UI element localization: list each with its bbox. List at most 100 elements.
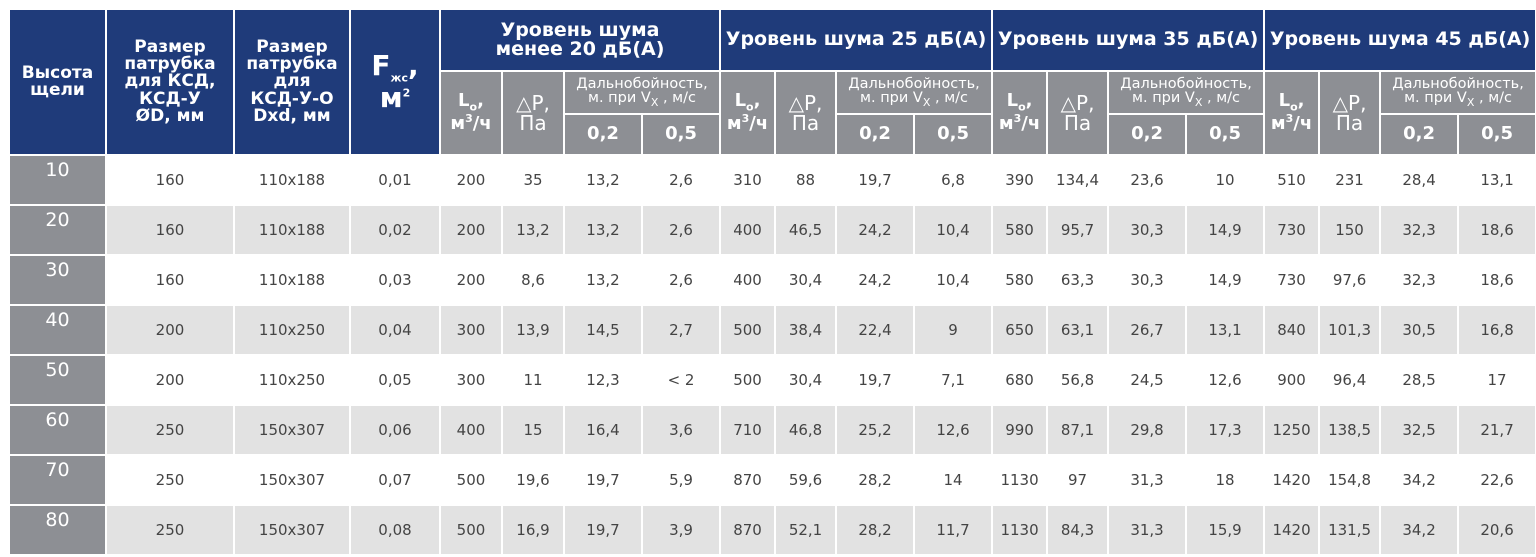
table-cell: 30,3 <box>1107 254 1188 306</box>
group-title: менее 20 дБ(А) <box>495 38 665 60</box>
flow-unit: м <box>450 113 466 135</box>
table-cell: 200 <box>439 204 503 256</box>
col-height-header: Высота щели <box>8 8 107 156</box>
header-text: патрубка <box>246 54 338 74</box>
speed-header: 0,2 <box>1379 113 1460 156</box>
table-cell: 19,7 <box>563 504 643 556</box>
table-cell: 1250 <box>1263 404 1321 456</box>
table-cell: 14,9 <box>1185 254 1266 306</box>
table-cell: 400 <box>719 204 777 256</box>
table-cell: 13,1 <box>1457 154 1536 206</box>
pressure-label: △P, <box>1332 90 1367 115</box>
throw-range-header: Дальнобойность, м. при VX , м/с <box>835 70 994 115</box>
table-cell: 16,9 <box>501 504 565 556</box>
table-cell: 11,7 <box>913 504 994 556</box>
table-cell: 200 <box>439 154 503 206</box>
pressure-header: △P, Па <box>1318 70 1382 156</box>
table-cell: 59,6 <box>774 454 838 506</box>
table-cell: 10,4 <box>913 254 994 306</box>
range-unit: , м/с <box>930 90 968 107</box>
table-cell: 131,5 <box>1318 504 1382 556</box>
col-area-header: Fжс, м2 <box>349 8 441 156</box>
table-cell: 6,8 <box>913 154 994 206</box>
header-text: Высота <box>21 62 94 83</box>
table-cell: 88 <box>774 154 838 206</box>
table-cell: 1420 <box>1263 454 1321 506</box>
header-text: КСД-У <box>139 88 201 109</box>
table-cell: 17 <box>1457 354 1536 406</box>
row-height-value: 10 <box>8 154 107 206</box>
pressure-label: △P, <box>788 90 823 115</box>
table-cell: 200 <box>105 304 235 356</box>
table-cell: 2,7 <box>640 304 722 356</box>
table-row: 20 160 110x188 0,02 200 13,2 13,2 2,6 400 46,5 24,… <box>8 204 1536 256</box>
table-row: 10 160 110x188 0,01 200 35 13,2 2,6 310 88 19,7 6,8… <box>8 154 1536 206</box>
table-cell: 110x188 <box>233 254 351 306</box>
table-cell: 110x188 <box>233 204 351 256</box>
row-height-value: 60 <box>8 404 107 456</box>
flow-subscript: о <box>1290 101 1298 114</box>
pressure-header: △P, Па <box>1046 70 1110 156</box>
table-cell: 16,8 <box>1457 304 1536 356</box>
throw-range-header: Дальнобойность, м. при VX , м/с <box>1379 70 1536 115</box>
table-cell: 200 <box>439 254 503 306</box>
throw-range-header: Дальнобойность, м. при VX , м/с <box>1107 70 1266 115</box>
row-height-value: 30 <box>8 254 107 306</box>
table-cell: 150 <box>1318 204 1382 256</box>
header-text: для <box>273 71 311 92</box>
range-velocity-subscript: X <box>1466 96 1475 110</box>
speed-header: 0,5 <box>913 113 994 156</box>
flow-symbol: L <box>1278 90 1291 112</box>
table-cell: 580 <box>991 204 1049 256</box>
subheader-row: Lо, м3/ч △P, Па Дальнобойность, м. при VX , м… <box>9 70 1536 156</box>
table-cell: 870 <box>719 454 777 506</box>
table-cell: 22,4 <box>835 304 916 356</box>
table-cell: 35 <box>501 154 565 206</box>
table-cell: 10 <box>1185 154 1266 206</box>
speed-header: 0,2 <box>835 113 916 156</box>
table-cell: 1130 <box>991 454 1049 506</box>
table-cell: 12,6 <box>913 404 994 456</box>
table-cell: 510 <box>1263 154 1321 206</box>
table-cell: 160 <box>105 204 235 256</box>
table-cell: < 2 <box>640 354 722 406</box>
table-cell: 30,3 <box>1107 204 1188 256</box>
row-height-value: 50 <box>8 354 107 406</box>
row-height-value: 70 <box>8 454 107 506</box>
area-unit: м <box>379 80 403 114</box>
table-cell: 730 <box>1263 254 1321 306</box>
header-text: патрубка <box>124 54 216 74</box>
flow-separator: , <box>753 90 761 112</box>
area-separator: , <box>407 48 419 82</box>
pressure-unit: Па <box>791 111 820 135</box>
range-unit: , м/с <box>1474 90 1513 107</box>
table-cell: 28,2 <box>835 504 916 556</box>
table-cell: 390 <box>991 154 1049 206</box>
table-cell: 18 <box>1185 454 1266 506</box>
range-condition: м. при V <box>860 90 923 107</box>
range-velocity-subscript: X <box>1194 96 1203 110</box>
table-cell: 8,6 <box>501 254 565 306</box>
header-text: для КСД, <box>124 71 216 92</box>
table-cell: 154,8 <box>1318 454 1382 506</box>
table-cell: 13,2 <box>563 154 643 206</box>
table-cell: 12,3 <box>563 354 643 406</box>
table-cell: 34,2 <box>1379 454 1460 506</box>
table-cell: 31,3 <box>1107 454 1188 506</box>
table-cell: 28,4 <box>1379 154 1460 206</box>
table-cell: 0,08 <box>349 504 441 556</box>
table-cell: 34,2 <box>1379 504 1460 556</box>
table-cell: 24,2 <box>835 254 916 306</box>
table-cell: 10,4 <box>913 204 994 256</box>
table-cell: 13,2 <box>501 204 565 256</box>
table-cell: 84,3 <box>1046 504 1110 556</box>
speed-header: 0,5 <box>1185 113 1266 156</box>
col-ksd-size-header: Размер патрубка для КСД, КСД-У ØD, мм <box>105 8 235 156</box>
table-cell: 500 <box>439 504 503 556</box>
flow-unit-exponent: 3 <box>1013 112 1022 126</box>
table-cell: 500 <box>719 304 777 356</box>
table-cell: 900 <box>1263 354 1321 406</box>
table-cell: 28,5 <box>1379 354 1460 406</box>
flow-subscript: о <box>746 101 754 114</box>
table-cell: 250 <box>105 504 235 556</box>
